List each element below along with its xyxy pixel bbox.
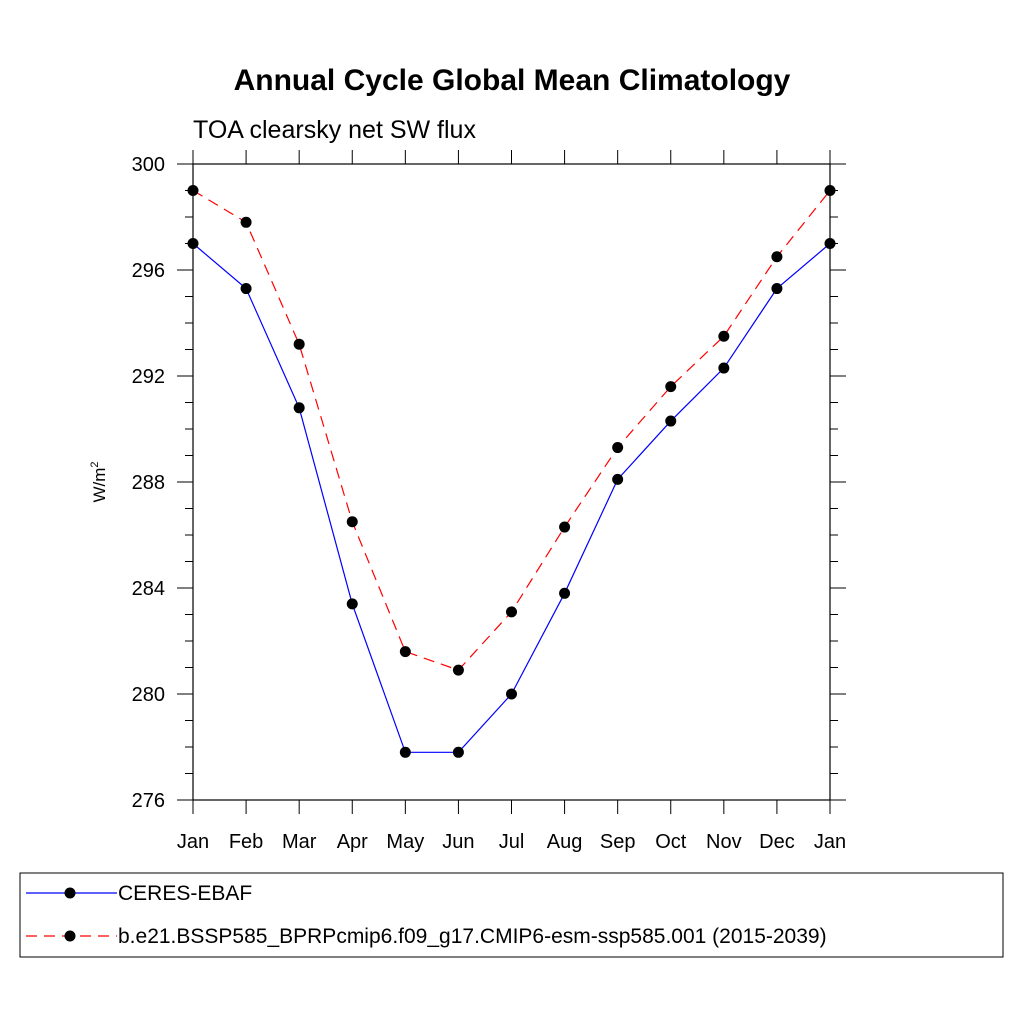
x-tick-label: May <box>386 831 424 853</box>
series-2-point <box>771 251 783 263</box>
series-2-point <box>452 664 464 676</box>
x-tick-label: Jul <box>499 831 525 853</box>
series-1-point <box>665 415 677 427</box>
series-2-point <box>612 442 624 454</box>
y-axis-label-exponent: 2 <box>89 461 101 467</box>
series-2-point <box>506 606 517 618</box>
x-tick-label: Nov <box>706 831 742 853</box>
x-tick-label: Oct <box>655 831 687 853</box>
x-tick-label: Jan <box>177 831 209 853</box>
y-tick-label: 296 <box>132 260 165 282</box>
series-2-point <box>240 216 252 228</box>
y-tick-label: 300 <box>132 154 165 176</box>
legend-label-1: CERES-EBAF <box>118 882 252 905</box>
x-tick-label: Mar <box>282 831 317 853</box>
y-axis-label: W/m2 <box>89 461 109 502</box>
series-1-point <box>824 238 836 249</box>
series-1-point <box>293 402 305 414</box>
series-2-point <box>665 381 677 393</box>
legend-box <box>19 872 1004 958</box>
series-1-point <box>452 746 464 758</box>
y-tick-label: 288 <box>132 472 165 494</box>
plot-frame <box>192 163 831 801</box>
y-tick-label: 276 <box>132 790 165 812</box>
series-2-point <box>824 185 836 196</box>
plot-axes: 276 280 284 288 292 296 300 Jan Feb Mar Apr May Jun J… <box>132 150 846 853</box>
series-2-point <box>399 646 411 658</box>
series-1-point <box>187 238 199 249</box>
legend: CERES-EBAF b.e21.BSSP585_BPRPcmip6.f09_g1… <box>19 872 1004 958</box>
series-2-point <box>187 185 199 196</box>
series-2-point <box>346 516 358 528</box>
chart-title: Annual Cycle Global Mean Climatology <box>234 64 791 97</box>
series-1-point <box>559 587 571 599</box>
series-2-point <box>559 521 571 533</box>
series-1-point <box>506 688 517 700</box>
series-1-point <box>718 362 730 374</box>
series-1-point <box>399 746 411 758</box>
series-layer <box>187 185 836 758</box>
x-tick-label: Feb <box>229 831 263 853</box>
series-1-point <box>612 473 624 485</box>
y-axis-label-unit: W/m <box>90 468 109 503</box>
series-1-point <box>771 283 783 295</box>
y-tick-label: 280 <box>132 684 165 706</box>
series-2-point <box>293 338 305 350</box>
x-tick-label: Sep <box>600 831 636 853</box>
y-tick-label: 284 <box>132 578 165 600</box>
y-tick-label: 292 <box>132 366 165 388</box>
legend-marker-2 <box>64 930 76 942</box>
x-tick-label: Jun <box>442 831 474 853</box>
chart-subtitle: TOA clearsky net SW flux <box>193 116 476 144</box>
legend-marker-1 <box>64 887 76 899</box>
legend-label-2: b.e21.BSSP585_BPRPcmip6.f09_g17.CMIP6-es… <box>118 925 827 948</box>
series-2-point <box>718 330 730 342</box>
x-tick-label: Apr <box>337 831 368 853</box>
x-tick-label: Aug <box>547 831 583 853</box>
series-1-point <box>346 598 358 610</box>
x-tick-label: Dec <box>759 831 795 853</box>
x-tick-label: Jan <box>814 831 846 853</box>
series-1-point <box>240 283 252 295</box>
series-line-2 <box>192 189 831 671</box>
